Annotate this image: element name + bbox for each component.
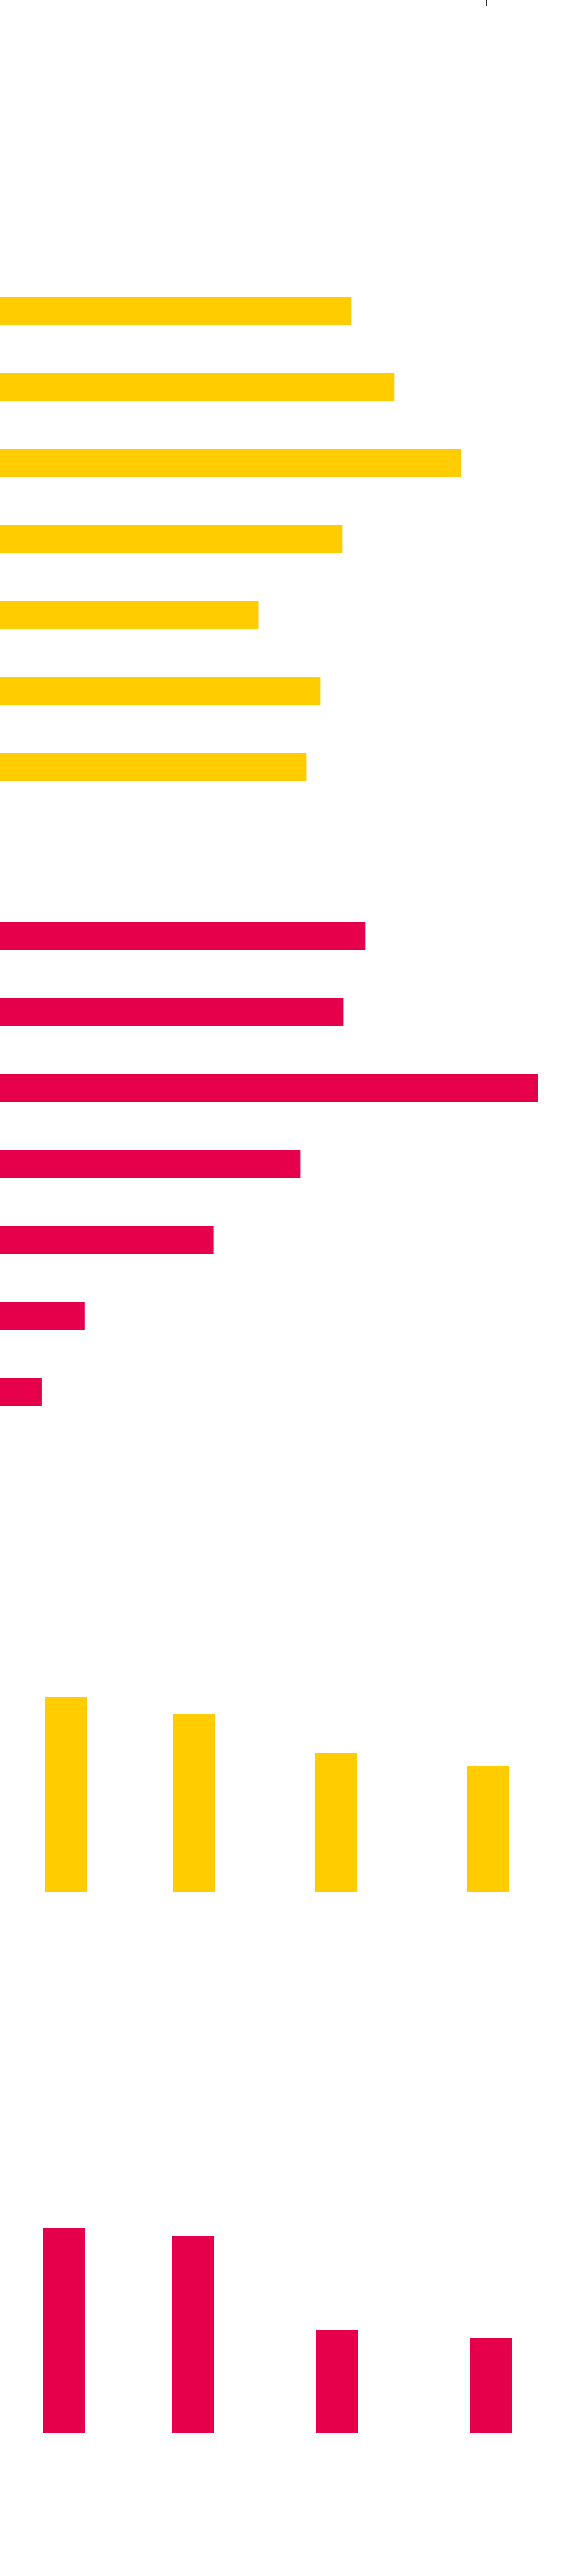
chart-4 [43,2228,512,2433]
chart-1-bar-5 [0,601,259,629]
chart-2-bar-7 [0,1378,42,1406]
chart-4-bar-3 [316,2330,358,2433]
chart-1-bar-6 [0,677,321,705]
chart-3-bar-1 [45,1697,87,1892]
chart-2-bar-1 [0,922,366,950]
chart-2-bar-6 [0,1302,85,1330]
chart-1-bar-3 [0,449,462,477]
chart-1-bar-1 [0,297,352,325]
chart-2 [0,922,538,1406]
chart-1 [0,297,462,781]
chart-2-bar-4 [0,1150,301,1178]
chart-3-bar-2 [173,1714,215,1892]
chart-1-bar-4 [0,525,343,553]
chart-2-bar-5 [0,1226,214,1254]
chart-4-bar-1 [43,2228,85,2433]
chart-2-bar-3 [0,1074,538,1102]
chart-4-bar-4 [470,2338,512,2433]
top-tick-mark [486,0,487,6]
chart-3-bar-4 [467,1766,509,1892]
chart-1-bar-7 [0,753,307,781]
chart-4-bar-2 [172,2236,214,2433]
chart-1-bar-2 [0,373,395,401]
chart-2-bar-2 [0,998,344,1026]
chart-3-bar-3 [315,1753,357,1892]
chart-3 [45,1697,509,1892]
